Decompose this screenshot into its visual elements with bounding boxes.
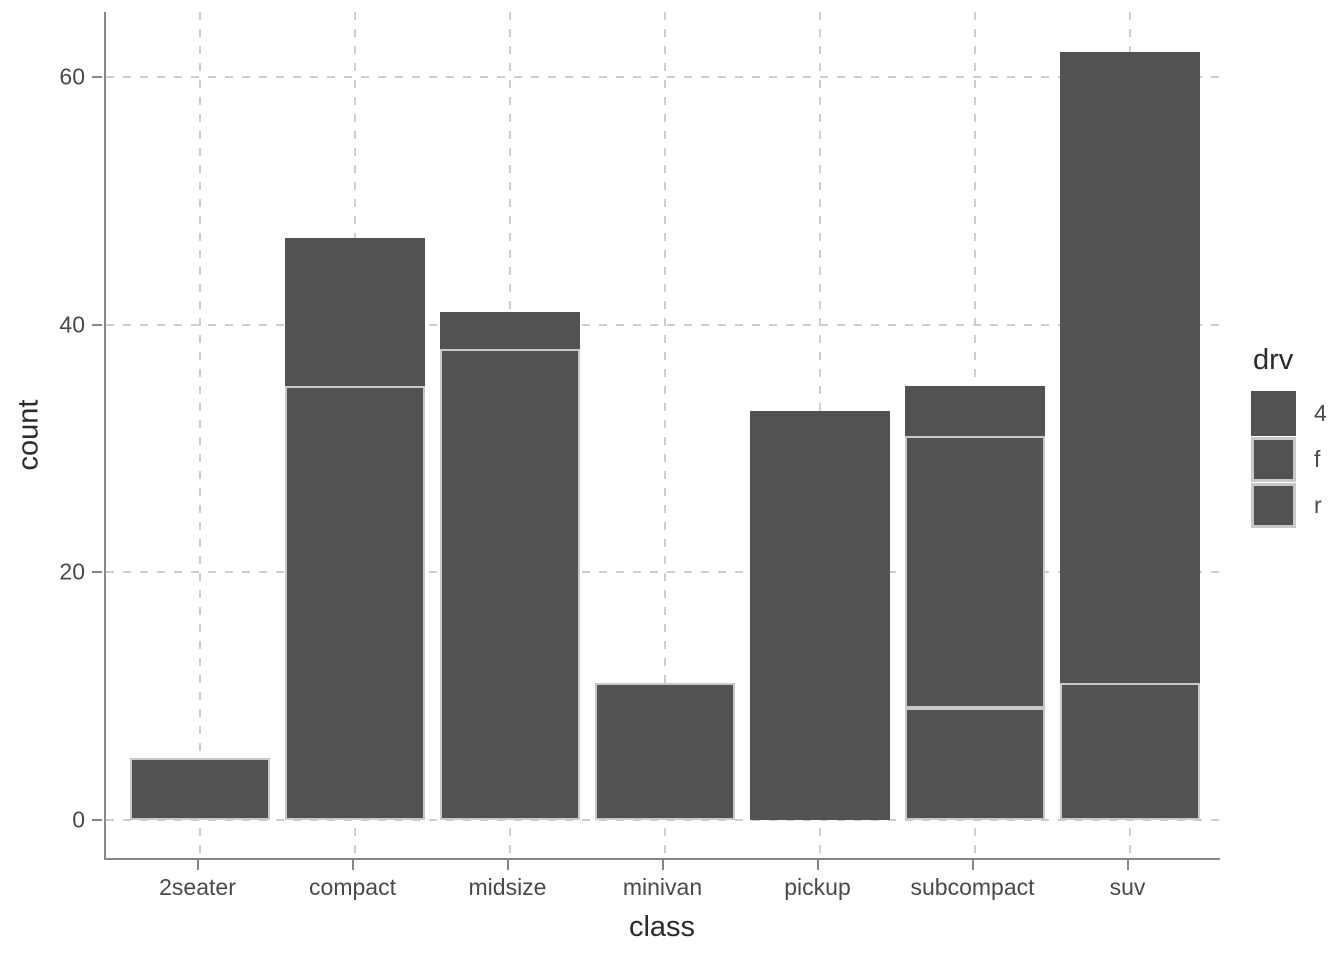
legend-key-swatch xyxy=(1251,391,1296,436)
y-axis-tick xyxy=(92,818,102,821)
x-tick-label: 2seater xyxy=(159,874,236,900)
bar-segment-compact-f xyxy=(284,386,425,820)
x-tick-label: minivan xyxy=(622,874,703,900)
y-tick-label: 60 xyxy=(59,63,85,90)
bar-segment-subcompact-f xyxy=(904,435,1045,709)
bar-segment-midsize-4 xyxy=(439,312,580,350)
x-axis-tick xyxy=(351,860,354,870)
bar-segment-pickup-4 xyxy=(749,411,890,820)
bar-segment-compact-4 xyxy=(284,237,425,387)
x-tick-label: compact xyxy=(309,874,396,900)
bar-segment-suv-4 xyxy=(1059,52,1200,684)
gridline-horizontal xyxy=(106,571,1220,573)
gridline-horizontal xyxy=(106,818,1220,821)
x-axis-tick xyxy=(816,860,819,870)
legend-title: drv xyxy=(1253,344,1294,376)
legend-entry: r xyxy=(1251,483,1327,528)
bar-segment-minivan-f xyxy=(594,683,735,820)
legend-entry: f xyxy=(1251,437,1327,482)
legend-entry-label: f xyxy=(1314,446,1321,472)
plot-panel xyxy=(104,12,1220,860)
x-axis-tick xyxy=(661,860,664,870)
x-tick-label: pickup xyxy=(784,874,851,900)
y-axis-title: count xyxy=(12,399,45,471)
y-axis-tick xyxy=(92,571,102,573)
legend-entry-label: r xyxy=(1314,492,1322,518)
gridline-vertical xyxy=(198,12,201,858)
y-tick-label: 0 xyxy=(72,806,85,832)
x-axis-title: class xyxy=(628,911,696,943)
bar-segment-subcompact-4 xyxy=(904,386,1045,436)
x-tick-label: midsize xyxy=(468,874,547,900)
bar-segment-2seater-r xyxy=(129,757,270,820)
legend-key-swatch xyxy=(1251,483,1296,528)
legend-key-swatch xyxy=(1251,437,1296,482)
x-tick-label: subcompact xyxy=(910,874,1035,900)
x-tick-label: suv xyxy=(1109,874,1146,900)
gridline-vertical xyxy=(663,12,666,858)
legend-entry-label: 4 xyxy=(1314,400,1327,426)
y-tick-label: 40 xyxy=(59,311,85,337)
x-axis-tick xyxy=(1126,860,1129,870)
bar-segment-suv-r xyxy=(1059,683,1200,820)
x-axis-tick xyxy=(506,860,509,870)
gridline-horizontal xyxy=(106,323,1220,326)
x-axis-tick xyxy=(971,860,974,870)
x-axis-tick xyxy=(196,860,199,870)
bar-segment-midsize-f xyxy=(439,349,580,820)
bar-segment-subcompact-r xyxy=(904,708,1045,820)
y-axis-tick xyxy=(92,323,102,326)
legend-entry: 4 xyxy=(1251,391,1327,436)
y-tick-label: 20 xyxy=(59,558,85,585)
y-axis-tick xyxy=(92,76,102,78)
gridline-horizontal xyxy=(106,76,1220,78)
